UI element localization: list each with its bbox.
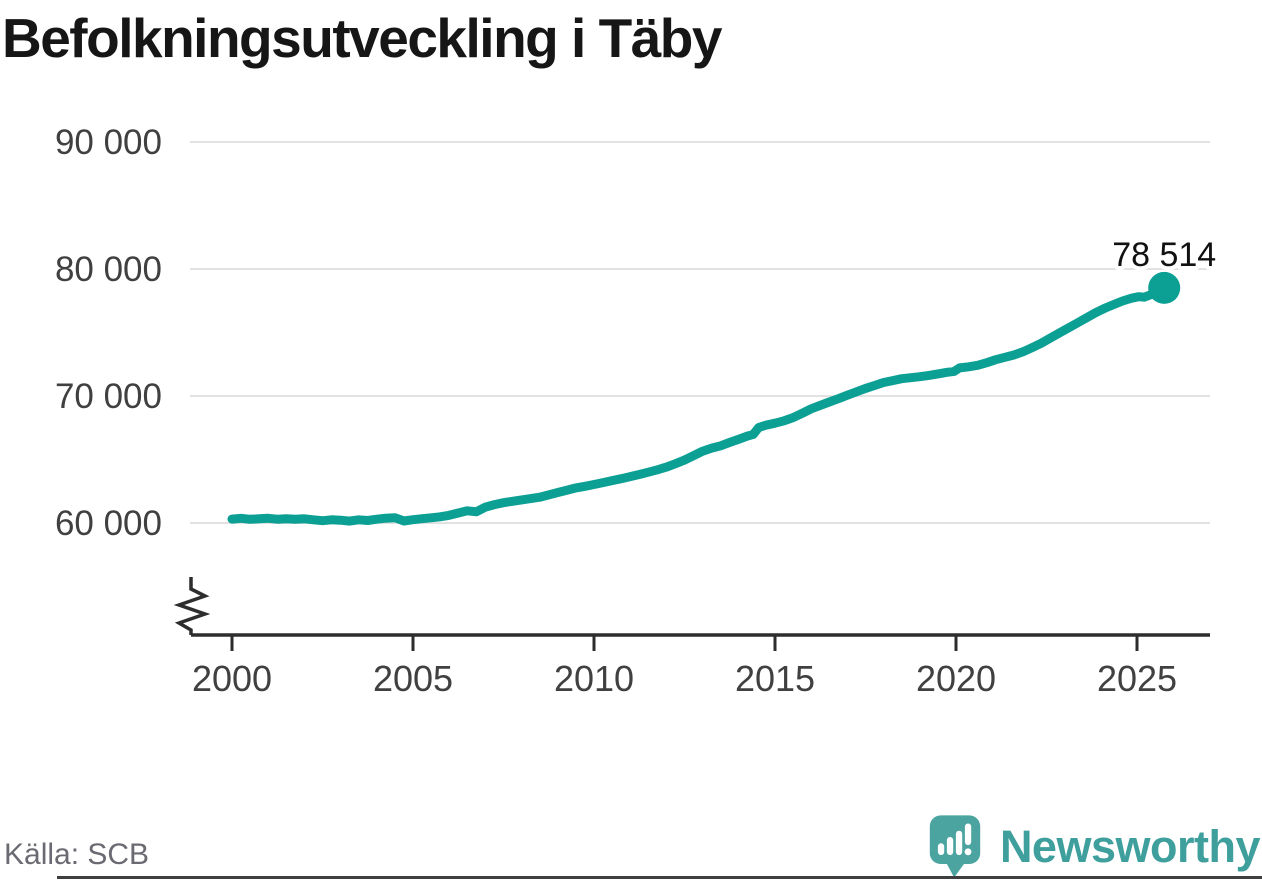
- exclamation-dot: [964, 848, 972, 856]
- newsworthy-wordmark: Newsworthy: [999, 820, 1261, 872]
- latest-value-dot: [1148, 271, 1181, 304]
- bar-small: [937, 843, 945, 855]
- y-axis-tick-label: 90 000: [55, 123, 162, 162]
- population-line: [227, 283, 1169, 526]
- speech-bubble-shape: [929, 815, 981, 878]
- x-axis-tick-label: 2020: [916, 658, 996, 699]
- x-axis-tick-label: 2010: [554, 658, 634, 699]
- x-axis-tick-label: 2005: [373, 658, 453, 699]
- source-label: Källa: SCB: [4, 838, 150, 871]
- bottom-edge-bar: [57, 876, 1262, 879]
- bar-medium: [946, 837, 954, 855]
- x-axis-tick-label: 2025: [1097, 658, 1177, 699]
- x-axis-tick-label: 2000: [192, 658, 272, 699]
- newsworthy-logo[interactable]: Newsworthy: [928, 812, 1261, 880]
- y-axis-tick-label: 80 000: [55, 250, 162, 289]
- y-axis-tick-label: 60 000: [55, 504, 162, 543]
- latest-value-label: 78 514: [1112, 236, 1216, 274]
- y-axis-break-icon: [173, 577, 211, 635]
- chart-title: Befolkningsutveckling i Täby: [2, 7, 722, 69]
- newsworthy-bubble-chart-icon: [929, 815, 981, 878]
- bar-large: [955, 830, 963, 855]
- y-axis-tick-label: 70 000: [55, 377, 162, 416]
- x-axis-tick-label: 2015: [735, 658, 815, 699]
- exclamation-stem: [964, 823, 972, 846]
